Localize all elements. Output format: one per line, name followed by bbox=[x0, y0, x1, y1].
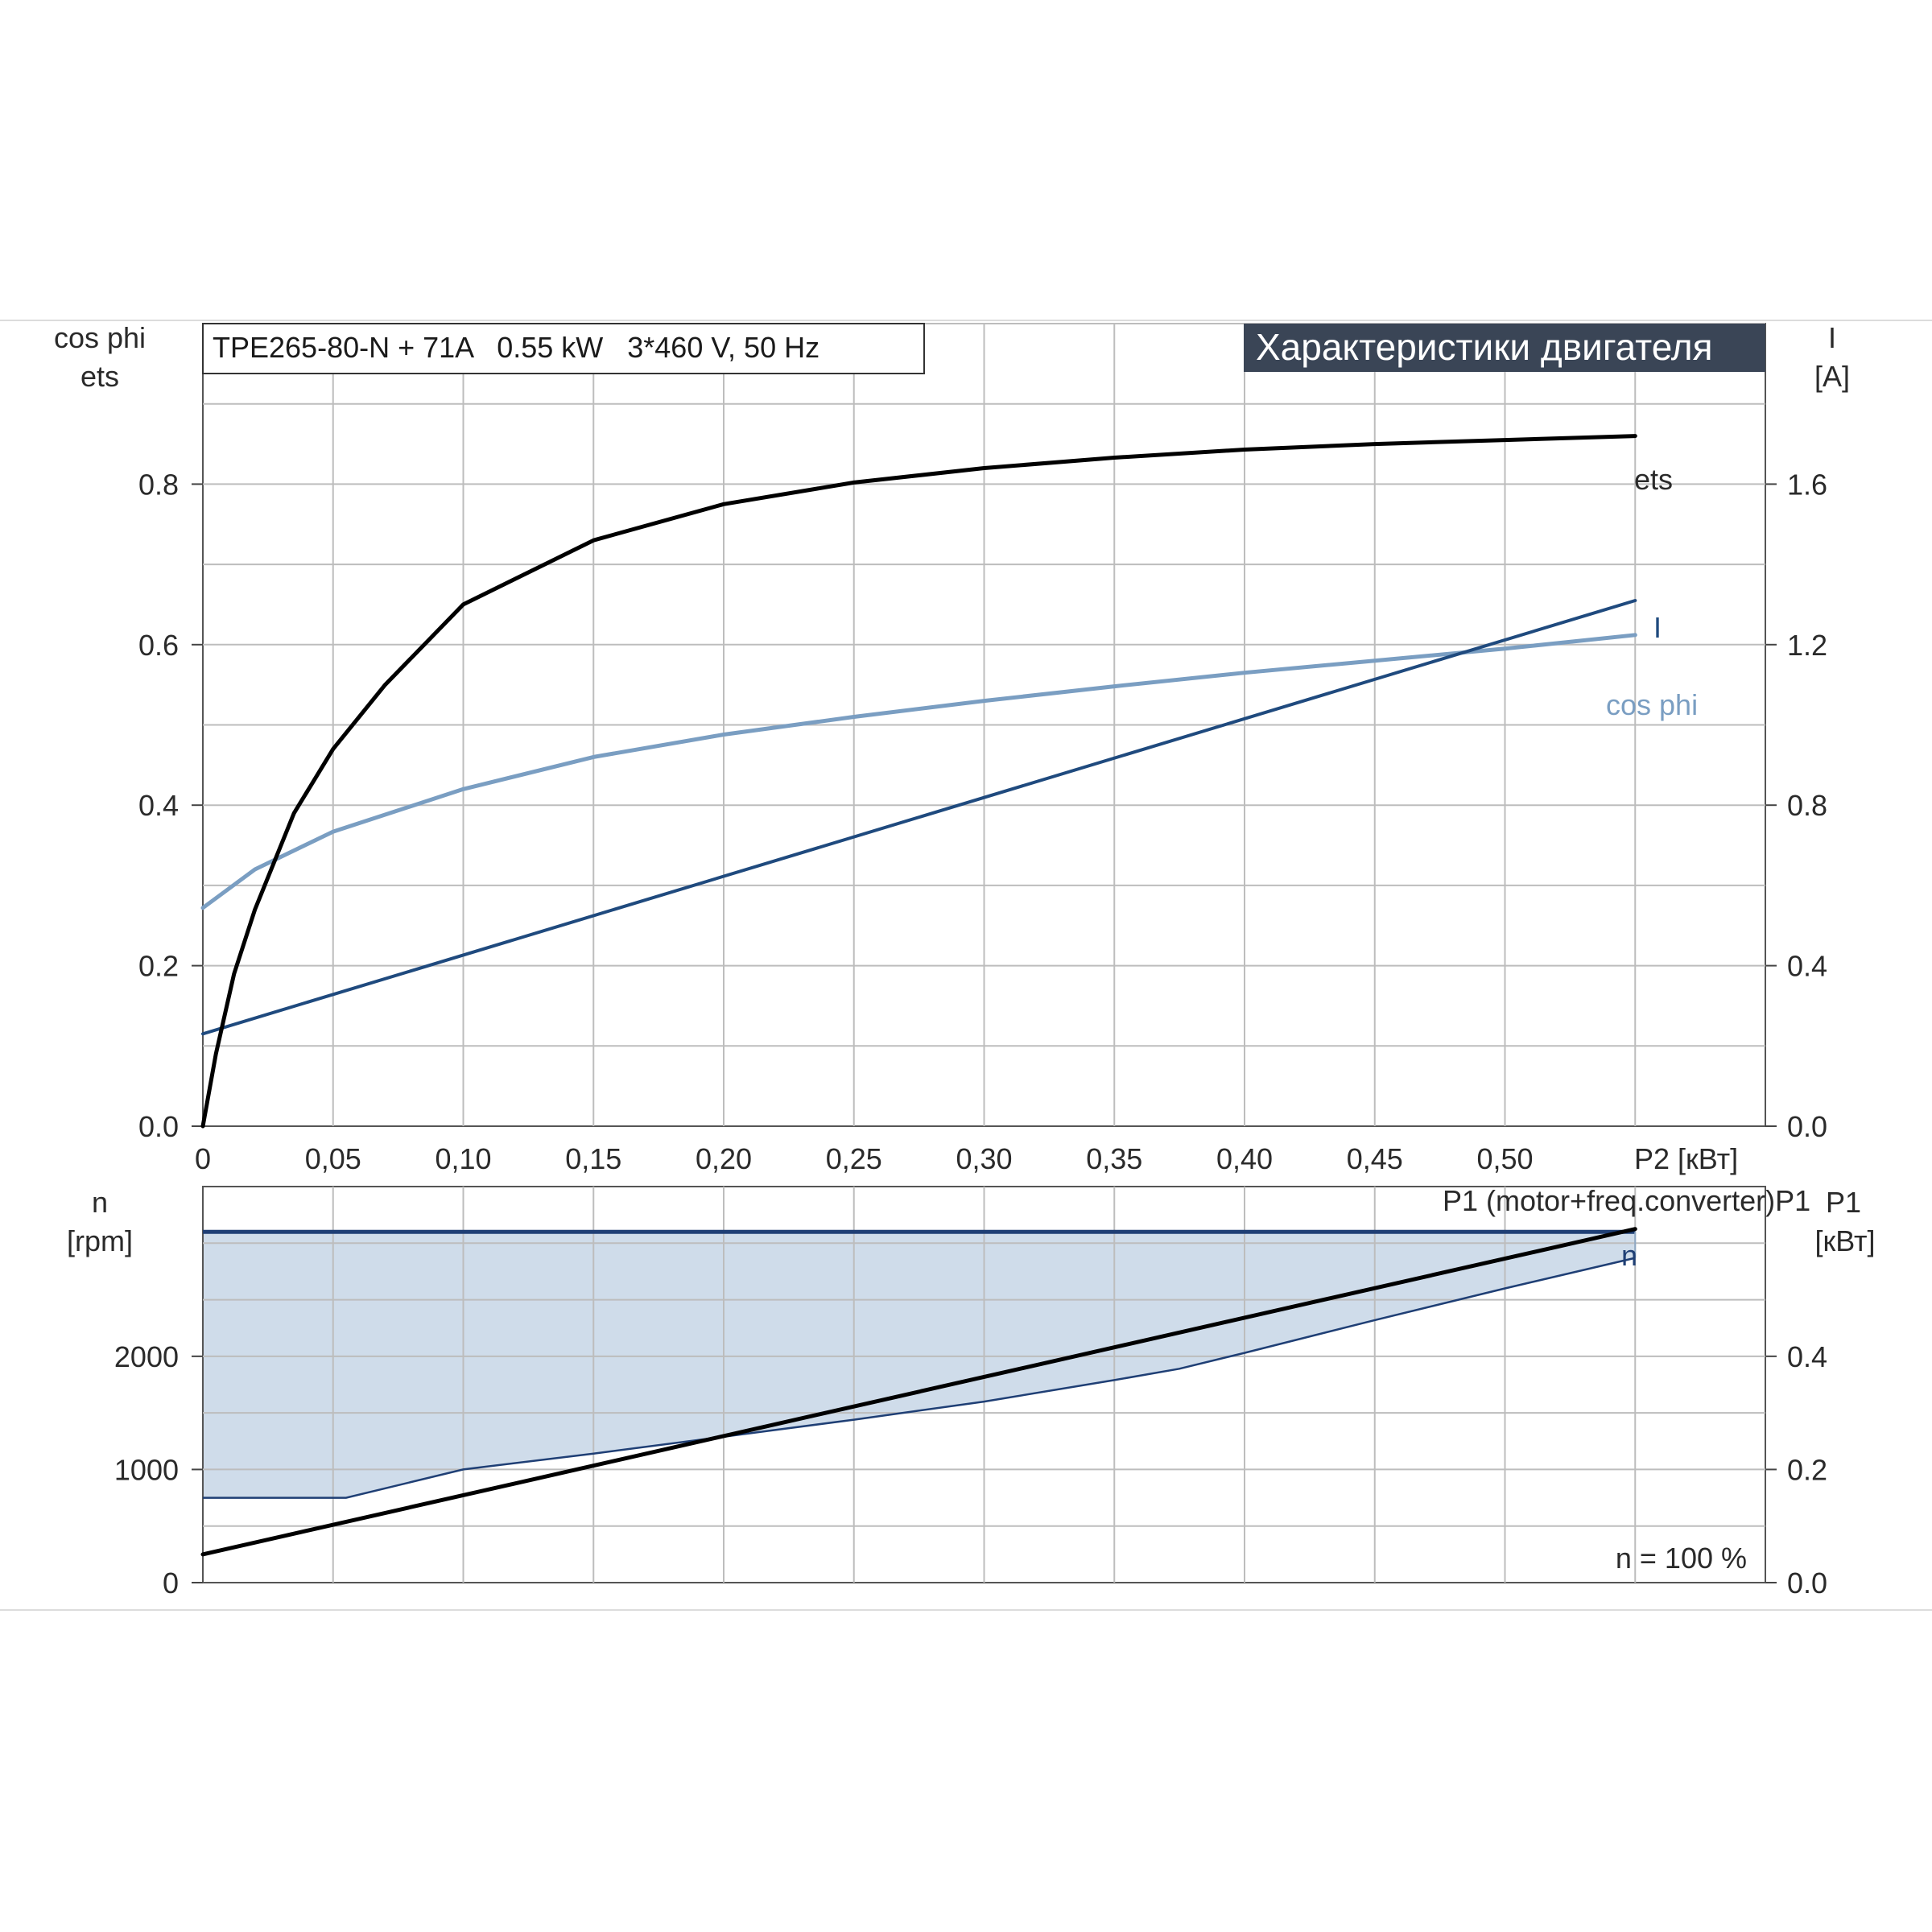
series-label-n: n bbox=[1621, 1239, 1637, 1272]
n-tick-label: 1000 bbox=[114, 1453, 179, 1486]
x-tick-label: 0,15 bbox=[565, 1142, 621, 1175]
series-ets-line bbox=[200, 434, 1637, 1129]
series-I-line bbox=[201, 599, 1637, 1036]
motor-characteristics-chart: 0 0,05 0,10 0,15 0,20 0,25 0,30 0,35 0,40 0,45 0,5… bbox=[54, 321, 1850, 1175]
y-right-tick-label: 0.4 bbox=[1787, 950, 1827, 983]
bottom-area bbox=[203, 1232, 1636, 1498]
x-tick-label: 0 bbox=[195, 1142, 211, 1175]
series-label-P1: P1 (motor+freq.converter)P1 bbox=[1443, 1184, 1810, 1217]
x-tick-label: 0,20 bbox=[696, 1142, 752, 1175]
p1-axis-label-line2: [кВт] bbox=[1814, 1224, 1875, 1257]
n-axis-label-line1: n bbox=[92, 1186, 108, 1219]
y-left-tick-label: 0.0 bbox=[138, 1110, 179, 1143]
x-tick-label: 0,05 bbox=[305, 1142, 361, 1175]
x-tick-label: 0,50 bbox=[1476, 1142, 1533, 1175]
y-right-label-line1: I bbox=[1828, 321, 1836, 354]
p1-line bbox=[200, 1227, 1637, 1557]
speed-power-chart: 0 1000 2000 0.0 0.2 0.4 n [rpm] P1 [кВт] P1 (… bbox=[67, 1184, 1876, 1600]
series-label-cos-phi: cos phi bbox=[1606, 688, 1698, 721]
y-right-tick-label: 1.2 bbox=[1787, 629, 1827, 662]
chart-title: Характеристики двигателя bbox=[1256, 326, 1713, 368]
series-label-I: I bbox=[1653, 611, 1662, 644]
top-grid bbox=[192, 323, 1777, 1127]
p1-tick-label: 0.2 bbox=[1787, 1453, 1827, 1486]
p1-axis-label-line1: P1 bbox=[1826, 1186, 1861, 1219]
y-right-label-line2: [A] bbox=[1814, 360, 1850, 393]
bottom-grid bbox=[192, 1186, 1777, 1583]
y-right-tick-label: 0.0 bbox=[1787, 1110, 1827, 1143]
y-left-tick-label: 0.8 bbox=[138, 468, 179, 501]
x-tick-label: 0,25 bbox=[826, 1142, 882, 1175]
n-tick-label: 0 bbox=[163, 1567, 179, 1600]
y-left-tick-label: 0.6 bbox=[138, 629, 179, 662]
y-left-tick-label: 0.2 bbox=[138, 950, 179, 983]
n-tick-label: 2000 bbox=[114, 1340, 179, 1373]
speed-footnote: n = 100 % bbox=[1616, 1542, 1747, 1575]
top-series bbox=[200, 434, 1637, 1129]
title-tag-bg bbox=[1244, 324, 1765, 372]
x-tick-label: 0,10 bbox=[435, 1142, 491, 1175]
x-tick-label: 0,40 bbox=[1216, 1142, 1273, 1175]
y-left-tick-label: 0.4 bbox=[138, 789, 179, 822]
x-tick-label: 0,30 bbox=[956, 1142, 1012, 1175]
n-min-line bbox=[203, 1257, 1636, 1499]
y-left-label-line1: cos phi bbox=[54, 321, 146, 354]
p1-tick-label: 0.0 bbox=[1787, 1567, 1827, 1600]
y-right-tick-label: 1.6 bbox=[1787, 468, 1827, 501]
p1-tick-label: 0.4 bbox=[1787, 1340, 1827, 1373]
x-axis-label: P2 [кВт] bbox=[1634, 1142, 1738, 1175]
bottom-series bbox=[200, 1227, 1637, 1557]
n-axis-label-line2: [rpm] bbox=[67, 1224, 133, 1257]
model-label: TPE265-80-N + 71A 0.55 kW 3*460 V, 50 Hz bbox=[213, 331, 819, 364]
x-tick-label: 0,45 bbox=[1347, 1142, 1403, 1175]
top-tick-labels: 0 0,05 0,10 0,15 0,20 0,25 0,30 0,35 0,40 0,45 0,5… bbox=[138, 468, 1827, 1175]
bottom-tick-labels: 0 1000 2000 0.0 0.2 0.4 bbox=[114, 1340, 1827, 1600]
y-left-label-line2: ets bbox=[80, 360, 119, 393]
n-range-area bbox=[203, 1232, 1636, 1498]
series-cos-phi-line bbox=[200, 633, 1637, 910]
series-label-ets: ets bbox=[1634, 463, 1673, 496]
model-box bbox=[202, 323, 925, 374]
x-tick-label: 0,35 bbox=[1086, 1142, 1142, 1175]
y-right-tick-label: 0.8 bbox=[1787, 789, 1827, 822]
